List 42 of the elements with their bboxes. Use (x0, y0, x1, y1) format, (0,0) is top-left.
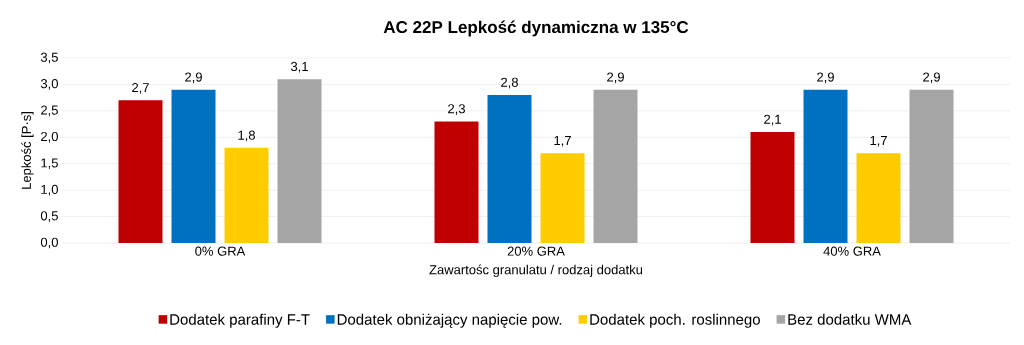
data-label: 2,9 (923, 72, 940, 84)
legend-label: Dodatek parafiny F-T (170, 313, 310, 328)
bar (909, 89, 954, 243)
x-tick-label: 40% GRA (823, 246, 881, 256)
data-label: 2,1 (764, 114, 781, 126)
x-tick-label: 20% GRA (507, 246, 565, 256)
data-label: 2,7 (132, 83, 149, 94)
data-label: 2,8 (501, 77, 518, 89)
data-label: 2,3 (448, 104, 465, 115)
y-tick-label: 3,0 (40, 79, 58, 90)
bar (803, 89, 848, 243)
x-axis-title: Zawartośc granulatu / rodzaj dodatku (429, 264, 643, 277)
bar (118, 100, 163, 243)
y-tick-label: 1,5 (41, 158, 58, 170)
data-label: 1,8 (238, 130, 255, 142)
legend-label: Dodatek obniżający napięcie pow. (337, 313, 562, 328)
bar (434, 121, 479, 243)
x-tick-label: 0% GRA (195, 246, 246, 256)
y-tick-label: 1,0 (41, 184, 58, 196)
chart-title: AC 22P Lepkość dynamiczna w 135°C (383, 20, 689, 37)
y-tick-label: 2,0 (41, 131, 58, 143)
bar (593, 89, 638, 243)
y-tick-label: 0,5 (40, 211, 58, 222)
y-axis-title: Lepkość [P·s] (21, 112, 34, 189)
y-tick-label: 0,0 (40, 237, 58, 249)
y-tick-label: 2,5 (41, 105, 58, 117)
legend-label: Dodatek poch. roslinnego (590, 313, 760, 328)
y-tick-label: 3,5 (40, 52, 58, 64)
data-label: 2,9 (185, 72, 202, 84)
data-label: 1,7 (870, 136, 887, 147)
bar (171, 89, 216, 243)
bar (224, 147, 269, 243)
bar (277, 79, 322, 243)
legend-label: Bez dodatku WMA (788, 313, 912, 325)
bar (540, 153, 585, 243)
bar (856, 153, 901, 243)
bar (487, 95, 532, 243)
data-label: 2,9 (607, 72, 624, 84)
bar (750, 132, 795, 243)
data-label: 2,9 (817, 72, 834, 84)
data-label: 3,1 (290, 61, 308, 73)
data-label: 1,7 (554, 136, 571, 147)
